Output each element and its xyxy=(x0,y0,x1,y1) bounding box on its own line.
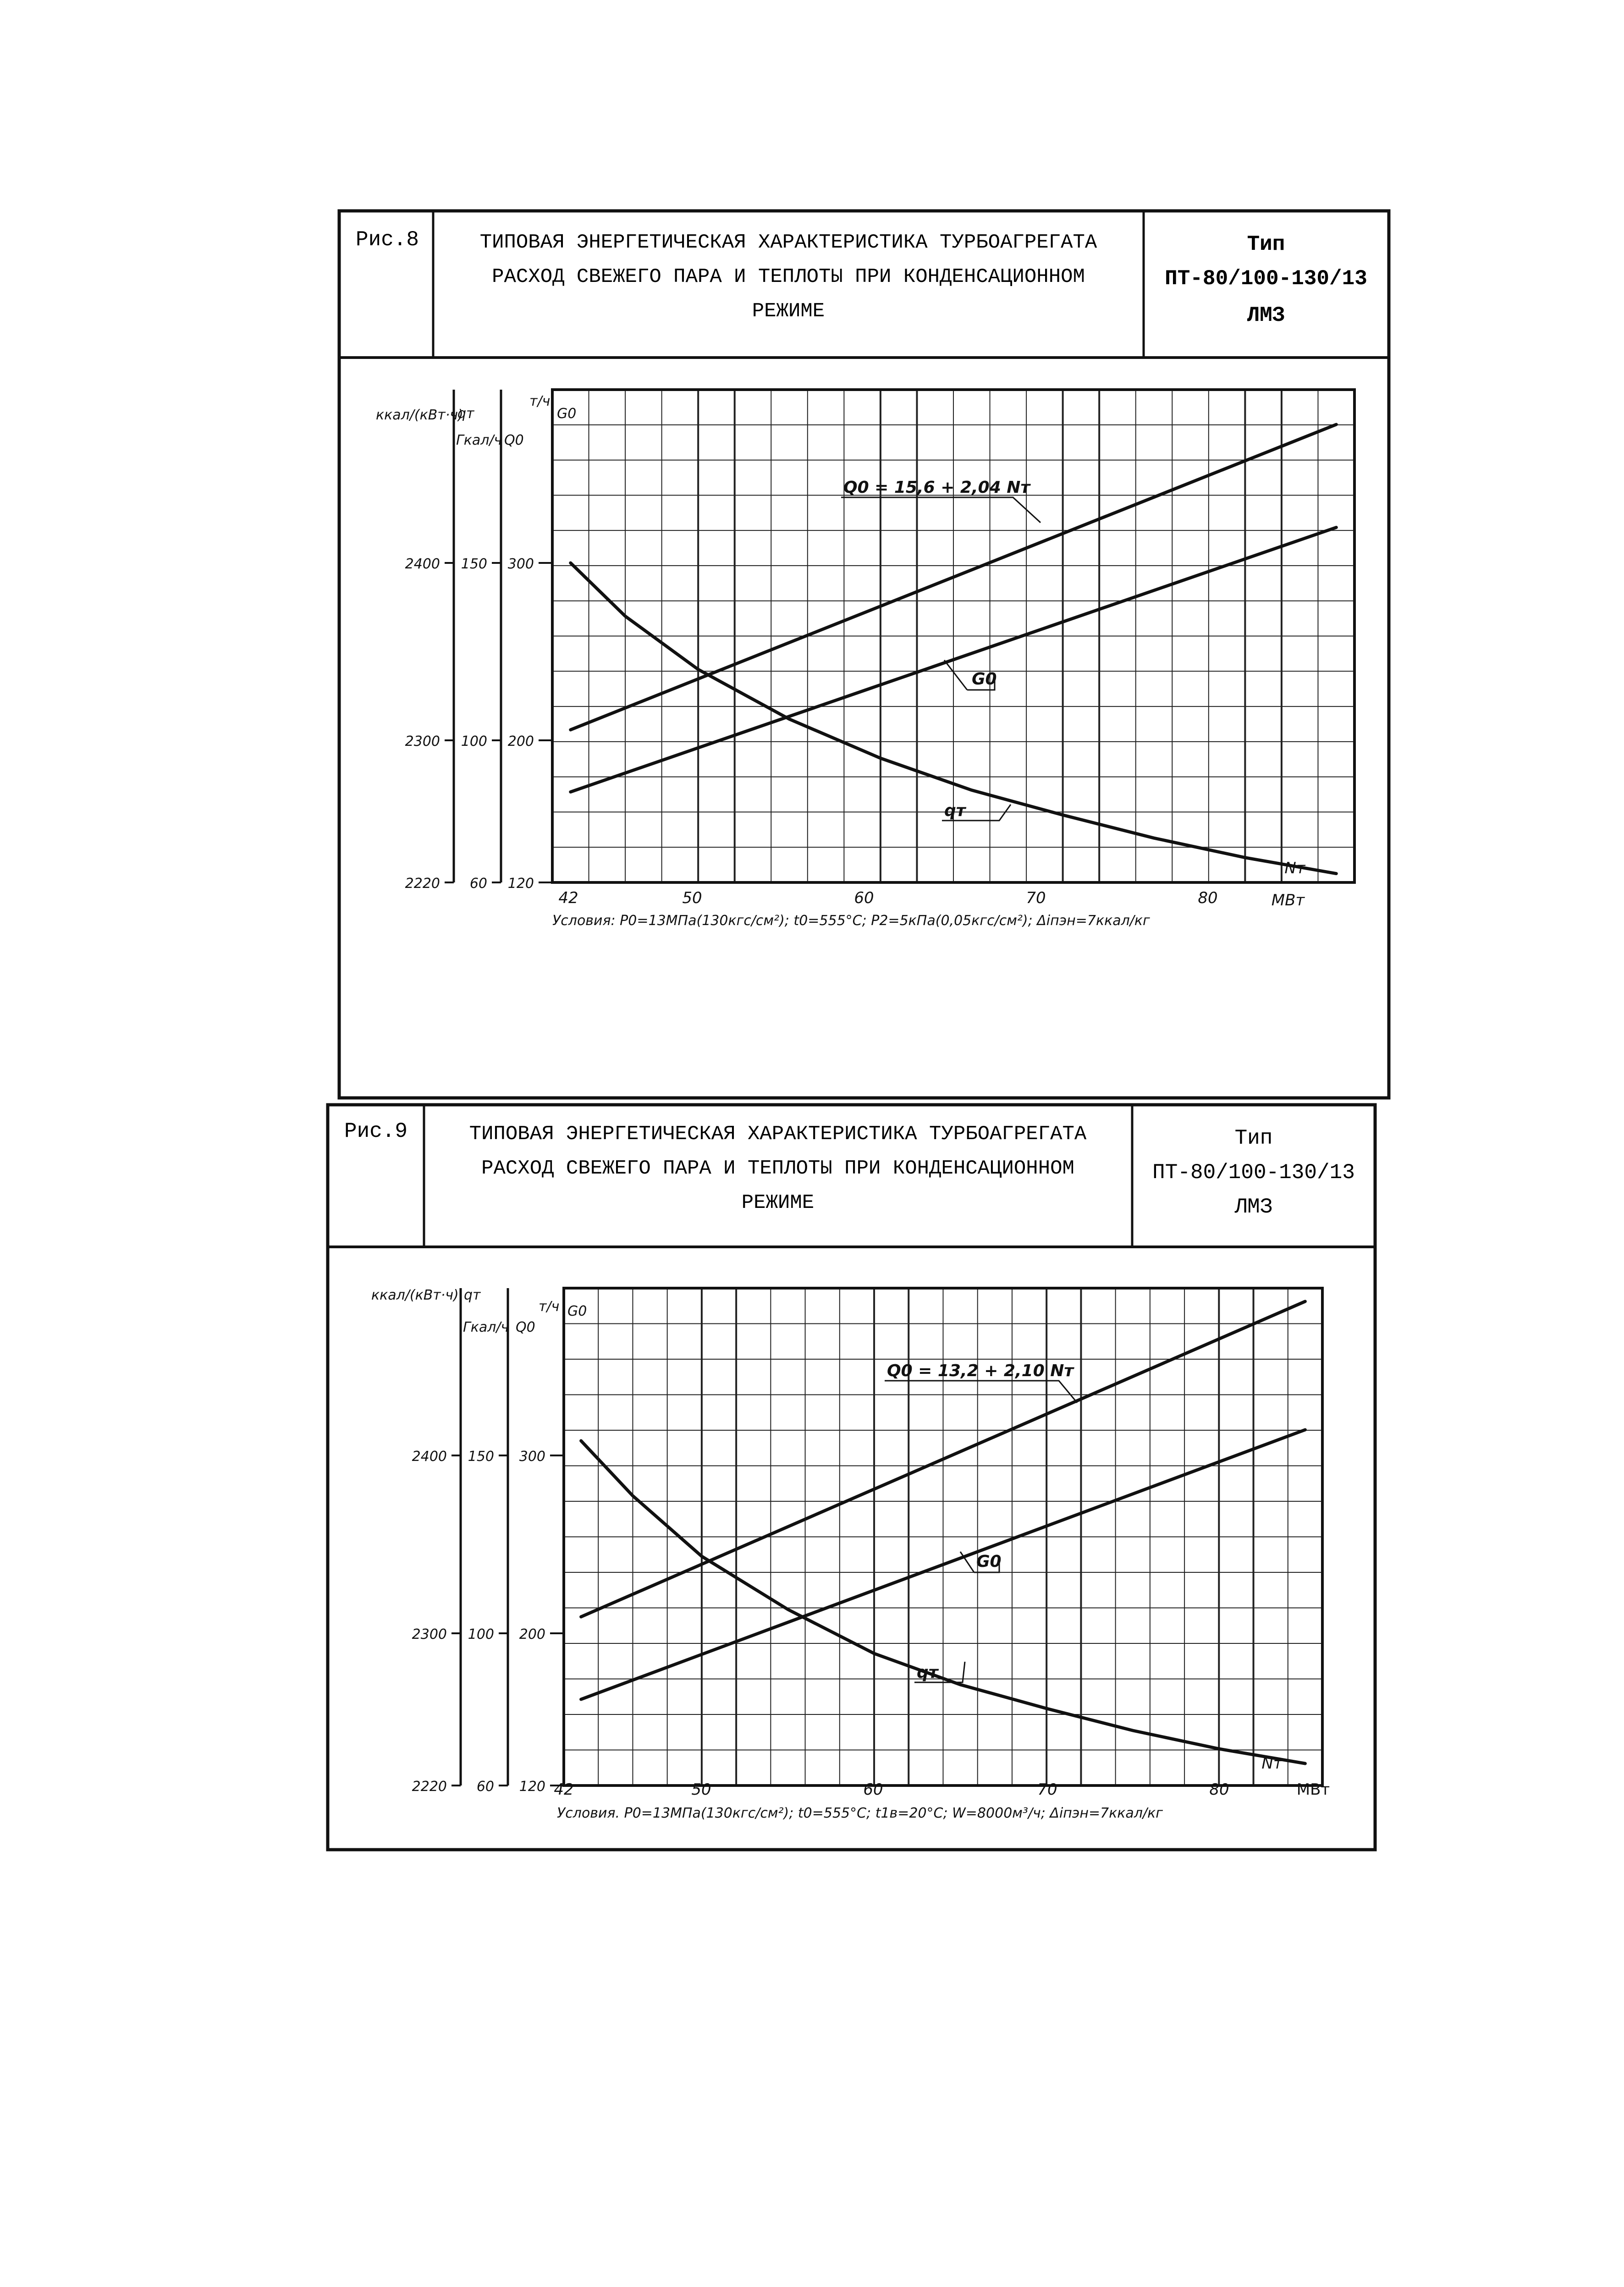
figure-label: Рис.9 xyxy=(344,1119,407,1143)
G-axis-symbol: G0 xyxy=(567,1303,587,1319)
Q-tick-label: 100 xyxy=(461,733,487,749)
q-axis-symbol: qт xyxy=(457,406,475,422)
type-line: Тип xyxy=(1247,232,1285,256)
figure-title-line: ТИПОВАЯ ЭНЕРГЕТИЧЕСКАЯ ХАРАКТЕРИСТИКА ТУ… xyxy=(469,1123,1087,1146)
figure-title-line: РАСХОД СВЕЖЕГО ПАРА И ТЕПЛОТЫ ПРИ КОНДЕН… xyxy=(481,1157,1074,1180)
type-line: Тип xyxy=(1235,1126,1273,1150)
q-tick-label: 2300 xyxy=(405,733,440,749)
y-axis-ticks xyxy=(451,1455,564,1786)
x-tick-label: 80 xyxy=(1198,889,1217,907)
Q-tick-label: 60 xyxy=(470,876,487,892)
x-tick-label: 80 xyxy=(1209,1780,1229,1799)
plot-area xyxy=(562,1287,1324,1787)
G-line-label: G0 xyxy=(976,1552,1002,1571)
G-axis-unit: т/ч xyxy=(529,393,550,409)
Q-tick-label: 60 xyxy=(477,1779,494,1795)
type-line: ПТ-80/100-130/13 xyxy=(1165,267,1367,291)
x-tick-label: 50 xyxy=(691,1780,711,1799)
x-tick-label: 60 xyxy=(863,1780,883,1799)
figure-title-line: ТИПОВАЯ ЭНЕРГЕТИЧЕСКАЯ ХАРАКТЕРИСТИКА ТУ… xyxy=(480,231,1097,254)
q-curve xyxy=(569,561,1338,876)
q-axis-unit: ккал/(кВт·ч) xyxy=(376,407,463,423)
G-line-label: G0 xyxy=(972,670,997,689)
figure-title-line: РЕЖИМЕ xyxy=(742,1191,814,1214)
q-tick-label: 2400 xyxy=(405,556,440,572)
Q-axis-symbol: Q0 xyxy=(516,1319,535,1335)
x-tick-label: 70 xyxy=(1037,1780,1057,1799)
x-tick-label: 42 xyxy=(554,1780,573,1799)
Q-line xyxy=(579,1300,1307,1619)
Q-line xyxy=(569,423,1338,732)
Q-axis-unit: Гкал/ч xyxy=(456,432,502,448)
G-tick-label: 120 xyxy=(508,876,534,892)
figure-9: Рис.9 ТИПОВАЯ ЭНЕРГЕТИЧЕСКАЯ ХАРАКТЕРИСТ… xyxy=(326,1103,1377,1852)
figure-frame xyxy=(326,1103,1377,1852)
G-tick-label: 200 xyxy=(508,733,534,749)
figure-title-line: РЕЖИМЕ xyxy=(752,300,825,323)
q-line-label: qт xyxy=(944,801,967,820)
Q-line-label: Q0 = 15,6 + 2,04 Nт xyxy=(843,478,1031,497)
type-line: ЛМЗ xyxy=(1247,303,1285,327)
G-line xyxy=(579,1428,1307,1701)
q-curve xyxy=(579,1439,1307,1765)
figure-title-line: РАСХОД СВЕЖЕГО ПАРА И ТЕПЛОТЫ ПРИ КОНДЕН… xyxy=(492,265,1085,288)
q-tick-label: 2400 xyxy=(412,1449,447,1465)
q-tick-label: 2300 xyxy=(412,1626,447,1642)
G-line xyxy=(569,526,1338,794)
label-leaders xyxy=(885,1380,1078,1683)
x-tick-label: 50 xyxy=(682,889,702,907)
x-tick-label: 70 xyxy=(1026,889,1046,907)
x-axis-unit: МВт xyxy=(1272,891,1305,909)
G-axis-unit: т/ч xyxy=(539,1299,559,1315)
q-tick-label: 2220 xyxy=(412,1779,447,1795)
q-axis-symbol: qт xyxy=(464,1287,481,1303)
y-axis-spines xyxy=(452,390,502,882)
Q-axis-unit: Гкал/ч xyxy=(463,1319,509,1335)
label-leaders xyxy=(841,496,1041,821)
conditions-note: Условия. P0=13МПа(130кгс/см²); t0=555°С;… xyxy=(557,1805,1163,1821)
x-tick-label: 42 xyxy=(558,889,578,907)
x-axis-symbol: Nт xyxy=(1261,1754,1283,1773)
plot-area xyxy=(551,388,1356,884)
plot-border xyxy=(551,388,1356,884)
figure-label: Рис.8 xyxy=(356,228,419,252)
type-line: ЛМЗ xyxy=(1234,1195,1273,1219)
Q-tick-label: 150 xyxy=(468,1449,494,1465)
y-axis-spines xyxy=(459,1288,509,1786)
Q-axis-symbol: Q0 xyxy=(504,432,524,448)
q-line-label: qт xyxy=(917,1663,939,1682)
Q-line-label: Q0 = 13,2 + 2,10 Nт xyxy=(887,1361,1074,1380)
x-axis-unit: МВт xyxy=(1297,1780,1330,1799)
q-tick-label: 2220 xyxy=(405,876,440,892)
type-line: ПТ-80/100-130/13 xyxy=(1152,1161,1355,1185)
Q-tick-label: 150 xyxy=(461,556,487,572)
figure-frame xyxy=(337,209,1391,1100)
y-axis-ticks xyxy=(445,562,552,883)
G-tick-label: 300 xyxy=(519,1449,545,1465)
x-axis-symbol: Nт xyxy=(1284,859,1305,877)
Q-tick-label: 100 xyxy=(468,1626,494,1642)
G-tick-label: 120 xyxy=(519,1779,545,1795)
G-tick-label: 200 xyxy=(519,1626,545,1642)
plot-border xyxy=(562,1287,1324,1787)
G-axis-symbol: G0 xyxy=(557,406,576,422)
figure-8: Рис.8 ТИПОВАЯ ЭНЕРГЕТИЧЕСКАЯ ХАРАКТЕРИСТ… xyxy=(337,209,1391,1100)
conditions-note: Условия: P0=13МПа(130кгс/см²); t0=555°С;… xyxy=(552,913,1150,929)
q-axis-unit: ккал/(кВт·ч) xyxy=(371,1287,459,1303)
x-tick-label: 60 xyxy=(854,889,874,907)
G-tick-label: 300 xyxy=(508,556,534,572)
